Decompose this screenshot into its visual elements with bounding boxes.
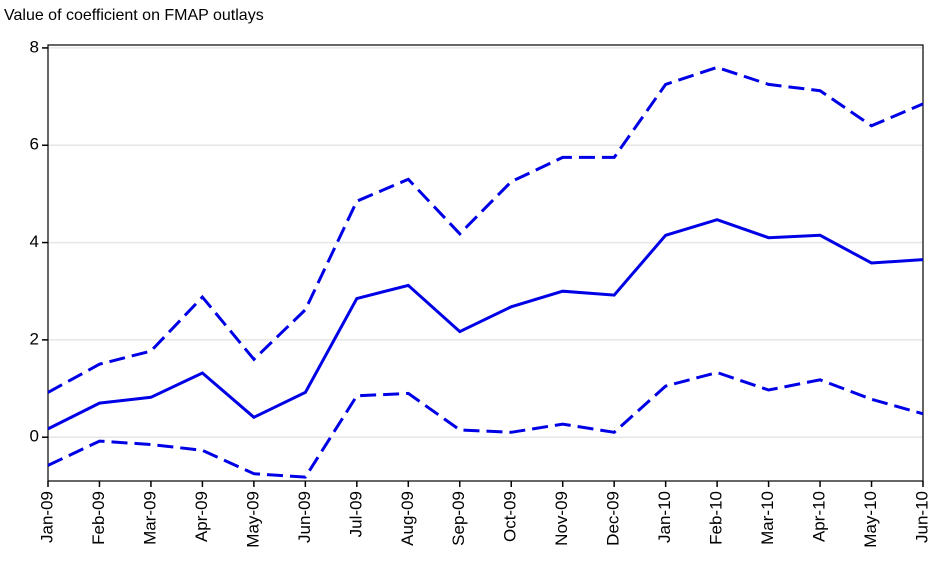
y-tick-label: 8 [30,37,39,56]
x-tick-label: Aug-09 [398,491,417,546]
chart-title: Value of coefficient on FMAP outlays [4,7,264,24]
x-tick-label: Jun-10 [912,491,931,543]
x-tick-label: Jan-10 [655,491,674,543]
x-tick-label: Jan-09 [37,491,56,543]
x-tick-label: Feb-10 [707,491,726,545]
x-tick-label: Sep-09 [449,491,468,546]
x-tick-label: Jul-09 [346,491,365,537]
x-tick-label: Feb-09 [89,491,108,545]
series-line [47,218,924,431]
series-line [47,65,924,394]
x-tick-label: Oct-09 [501,491,520,542]
x-tick-label: Apr-10 [810,491,829,542]
x-tick-label: Dec-09 [604,491,623,546]
y-tick-label: 6 [30,135,39,154]
x-tick-label: Mar-10 [758,491,777,545]
x-tick-label: May-09 [243,491,262,548]
y-tick-label: 0 [30,427,39,446]
x-tick-label: Jun-09 [295,491,314,543]
x-tick-label: Nov-09 [552,491,571,546]
y-tick-label: 2 [30,329,39,348]
x-tick-label: Apr-09 [192,491,211,542]
plot-frame [47,44,924,482]
series-line [47,370,924,479]
x-tick-label: May-10 [861,491,880,548]
x-tick-label: Mar-09 [140,491,159,545]
y-tick-label: 4 [30,232,39,251]
